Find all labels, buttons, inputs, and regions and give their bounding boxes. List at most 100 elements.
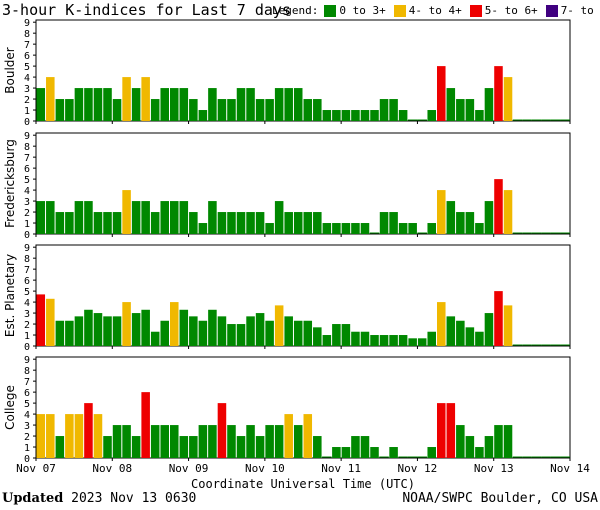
k-index-bar xyxy=(313,99,322,121)
k-index-bar xyxy=(475,223,484,234)
k-index-bar xyxy=(437,302,446,346)
k-index-bar xyxy=(160,320,169,346)
k-index-bar xyxy=(303,212,313,234)
y-tick-label: 4 xyxy=(24,73,30,84)
k-index-bar xyxy=(74,316,84,346)
k-index-bar xyxy=(122,190,131,234)
k-index-bar xyxy=(313,436,322,458)
k-index-bar xyxy=(427,447,436,458)
y-tick-label: 0 xyxy=(24,342,30,353)
k-index-bar xyxy=(274,425,284,458)
k-index-bar xyxy=(131,88,141,121)
k-index-bar xyxy=(332,110,341,121)
k-index-bar xyxy=(122,302,131,346)
k-index-bar xyxy=(36,414,46,458)
x-tick-label: Nov 10 xyxy=(245,462,285,475)
legend-item-5-6: 5- to 6+ xyxy=(484,4,538,17)
y-tick-label: 8 xyxy=(24,142,30,153)
k-index-bar xyxy=(246,212,255,234)
k-index-bar xyxy=(217,403,227,458)
k-index-bar xyxy=(465,327,475,346)
k-index-bar xyxy=(379,212,389,234)
x-tick-label: Nov 12 xyxy=(398,462,438,475)
k-index-bar xyxy=(255,99,265,121)
y-tick-label: 9 xyxy=(24,131,30,142)
k-index-bar xyxy=(427,223,436,234)
k-index-bar xyxy=(227,212,236,234)
k-index-bar xyxy=(179,88,189,121)
k-index-bar xyxy=(74,201,84,234)
k-index-bar xyxy=(398,223,408,234)
k-index-bar xyxy=(475,331,484,346)
k-index-bar xyxy=(456,99,465,121)
legend-item-4: 4- to 4+ xyxy=(408,4,462,17)
k-index-bar xyxy=(465,99,475,121)
k-index-bar xyxy=(293,88,303,121)
y-tick-label: 9 xyxy=(24,355,30,366)
k-index-bar xyxy=(341,324,351,346)
k-index-bar xyxy=(170,302,179,346)
y-tick-label: 6 xyxy=(24,51,30,62)
k-index-bar xyxy=(55,320,65,346)
k-index-bar xyxy=(103,316,112,346)
y-tick-label: 7 xyxy=(24,265,30,276)
k-index-bar xyxy=(122,425,131,458)
k-index-bar xyxy=(46,298,55,346)
k-index-bar xyxy=(55,99,65,121)
k-index-bar xyxy=(179,309,189,346)
k-index-bar xyxy=(322,335,332,346)
k-index-bar xyxy=(465,212,475,234)
x-tick-label: Nov 08 xyxy=(92,462,132,475)
k-index-bar xyxy=(46,414,55,458)
k-index-bar xyxy=(379,99,389,121)
k-index-bar xyxy=(170,425,179,458)
k-index-bar xyxy=(484,436,494,458)
y-tick-label: 3 xyxy=(24,84,30,95)
y-tick-label: 1 xyxy=(24,443,30,454)
k-index-bar xyxy=(313,327,322,346)
k-index-bar xyxy=(408,223,417,234)
k-index-bar xyxy=(208,201,217,234)
k-index-bar xyxy=(446,403,456,458)
k-index-bar xyxy=(398,335,408,346)
k-index-bar xyxy=(293,425,303,458)
panel-frame xyxy=(35,356,571,459)
k-index-bar xyxy=(503,77,513,121)
legend: Legend: 0 to 3+ 4- to 4+ 5- to 6+ 7- to … xyxy=(272,4,600,17)
k-index-bar xyxy=(293,320,303,346)
k-index-bar xyxy=(150,212,160,234)
y-tick-label: 0 xyxy=(24,230,30,241)
y-tick-label: 5 xyxy=(24,287,30,298)
y-axis-label: Fredericksburg xyxy=(3,139,17,228)
k-index-bar xyxy=(494,291,503,346)
k-index-bar xyxy=(494,179,503,234)
k-index-bar xyxy=(456,320,465,346)
k-index-bar xyxy=(437,190,446,234)
k-index-bar xyxy=(255,212,265,234)
k-index-bar xyxy=(246,316,255,346)
k-index-bar xyxy=(65,320,74,346)
k-index-bar xyxy=(93,212,103,234)
k-index-bar xyxy=(93,88,103,121)
k-index-bar xyxy=(332,223,341,234)
y-tick-label: 1 xyxy=(24,331,30,342)
k-index-bar xyxy=(341,447,351,458)
k-index-bar xyxy=(246,425,255,458)
k-index-bar xyxy=(322,223,332,234)
x-axis-label: Coordinate Universal Time (UTC) xyxy=(191,477,415,491)
k-index-bar xyxy=(322,110,332,121)
k-index-bar xyxy=(236,88,246,121)
k-index-bar xyxy=(465,436,475,458)
k-index-bar xyxy=(246,88,255,121)
y-tick-label: 2 xyxy=(24,95,30,106)
y-tick-label: 6 xyxy=(24,276,30,287)
k-index-bar xyxy=(198,223,208,234)
k-index-bar xyxy=(65,414,74,458)
x-tick-label: Nov 13 xyxy=(474,462,514,475)
y-tick-label: 1 xyxy=(24,106,30,117)
k-index-bar xyxy=(503,305,513,346)
k-index-bar xyxy=(379,335,389,346)
k-index-bar xyxy=(122,77,131,121)
k-index-bar xyxy=(503,425,513,458)
k-index-bar xyxy=(36,201,46,234)
